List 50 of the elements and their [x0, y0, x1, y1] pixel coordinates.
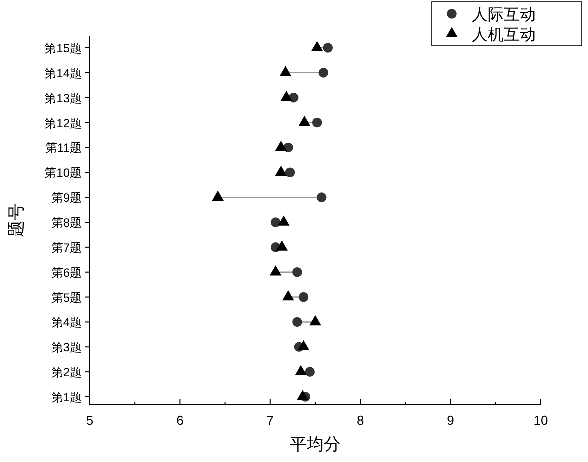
point — [298, 340, 310, 351]
x-tick-label: 5 — [86, 413, 94, 428]
point — [298, 292, 309, 302]
y-tick-label: 第11题 — [46, 141, 82, 156]
point — [316, 192, 327, 202]
y-tick-label: 第12题 — [44, 116, 82, 130]
y-axis-title: 题号 — [7, 204, 26, 238]
x-tick-label: 10 — [534, 413, 548, 428]
point — [270, 218, 281, 228]
point — [296, 390, 309, 400]
point — [270, 266, 282, 276]
x-tick-label: 7 — [266, 413, 274, 428]
y-tick-label: 第7题 — [51, 240, 82, 255]
y-tick-label: 第15题 — [44, 42, 82, 56]
point — [323, 43, 334, 53]
y-tick-label: 第14题 — [44, 66, 82, 80]
y-tick-label: 第3题 — [51, 340, 82, 355]
point — [305, 367, 315, 377]
point — [282, 290, 294, 301]
legend-label: 人机互动 — [472, 26, 536, 44]
legend-label: 人际互动 — [472, 7, 536, 24]
x-tick-label: 8 — [356, 413, 364, 428]
point — [298, 116, 311, 126]
point — [278, 216, 290, 226]
x-tick-label: 9 — [447, 413, 454, 428]
y-tick-label: 第2题 — [51, 366, 82, 380]
point — [312, 118, 322, 128]
point — [276, 240, 288, 251]
point — [295, 365, 307, 376]
x-axis-title: 平均分 — [290, 435, 341, 454]
point — [311, 41, 324, 52]
point — [280, 91, 293, 102]
x-tick-label: 6 — [176, 413, 184, 428]
y-tick-label: 第13题 — [44, 91, 82, 106]
y-tick-label: 第8题 — [51, 216, 82, 230]
point — [285, 168, 296, 178]
point — [310, 315, 322, 326]
point — [280, 66, 292, 76]
y-tick-label: 第6题 — [51, 266, 82, 280]
point — [292, 267, 302, 278]
point — [275, 166, 288, 176]
y-tick-label: 第10题 — [44, 166, 82, 180]
y-tick-label: 第9题 — [51, 191, 82, 206]
y-tick-label: 第1题 — [51, 390, 82, 404]
point — [275, 140, 288, 152]
point — [292, 317, 302, 328]
y-tick-label: 第4题 — [51, 316, 82, 330]
y-tick-label: 第5题 — [51, 290, 82, 305]
point — [212, 190, 224, 201]
point — [318, 68, 329, 78]
